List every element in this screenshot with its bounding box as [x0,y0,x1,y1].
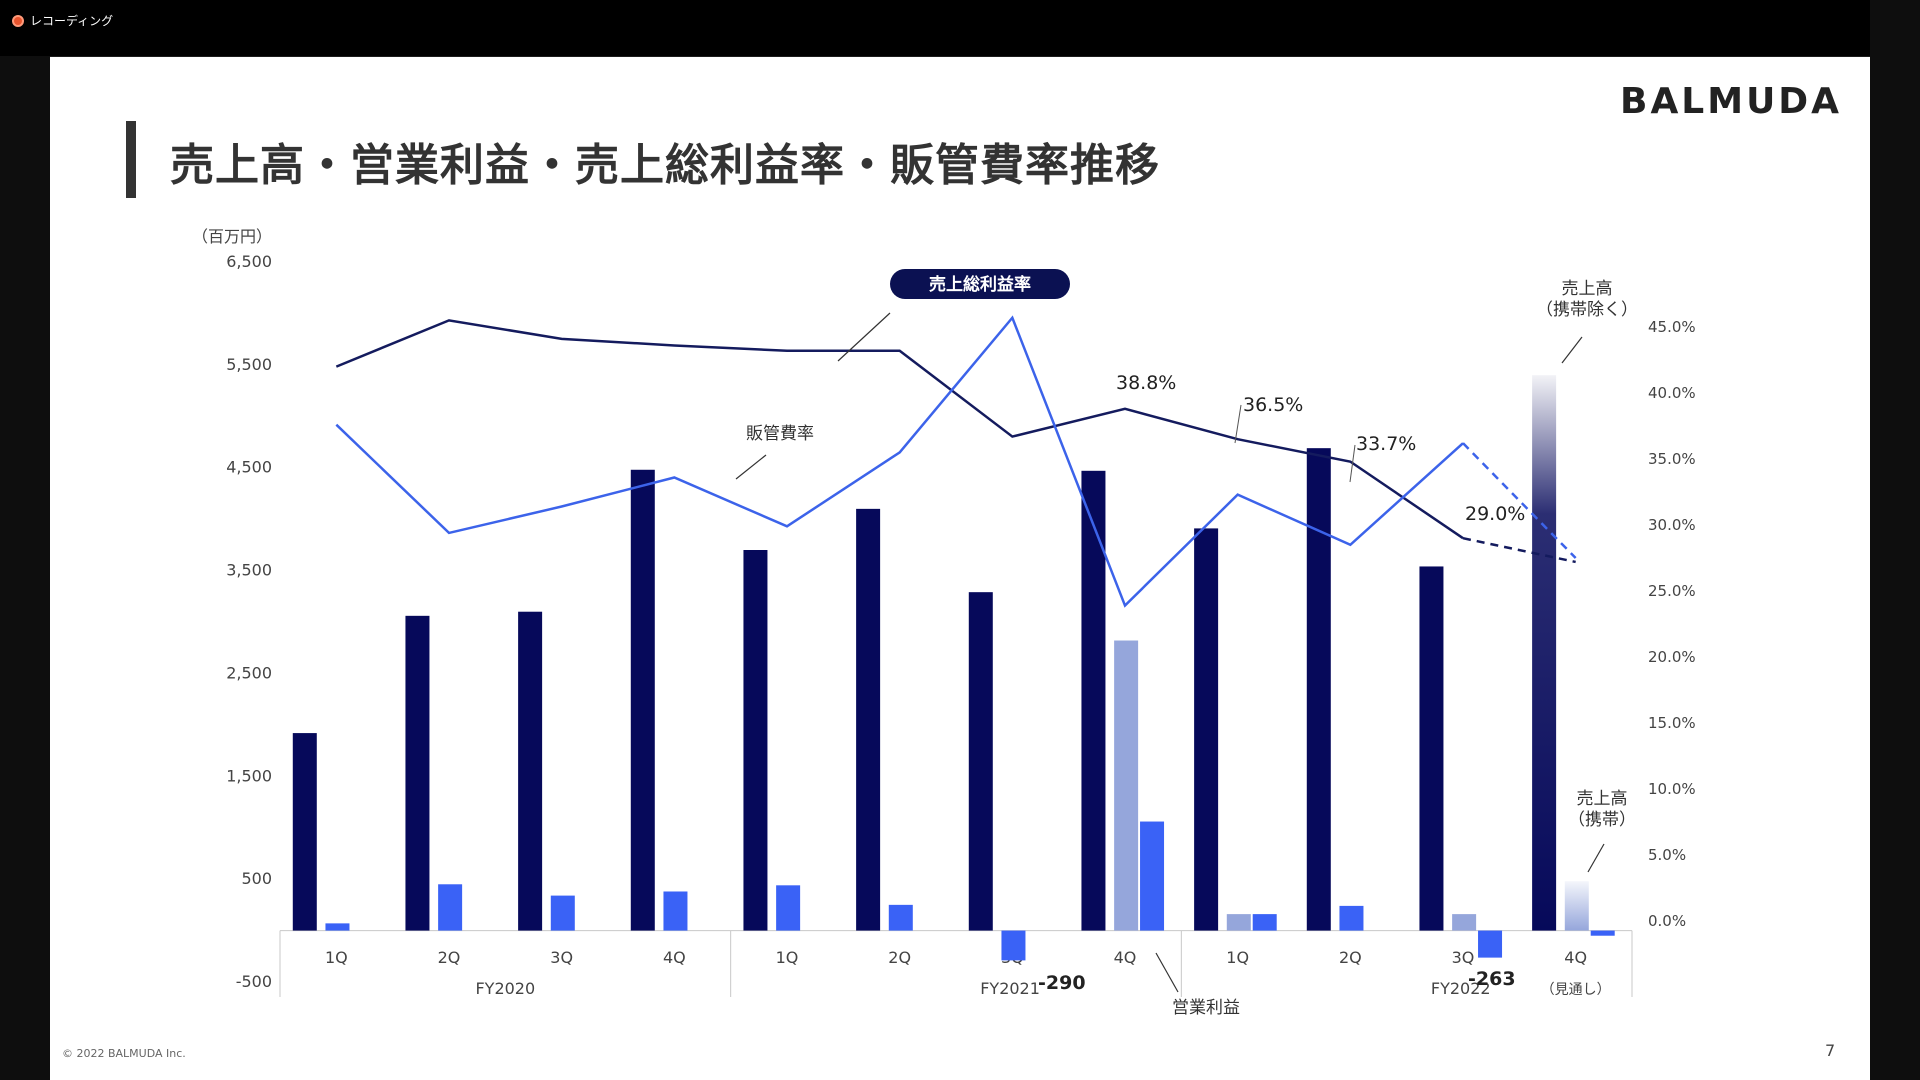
quarter-label: 4Q [1114,948,1137,967]
operating-profit-bar [1590,930,1615,936]
left-axis-tick-label: 4,500 [226,458,272,477]
recording-label: レコーディング [30,14,114,28]
sales-bar [630,469,655,931]
gross-margin-pointer [837,312,891,362]
left-axis-tick-label: -500 [236,972,272,991]
gross-margin-value-label: 33.7% [1356,433,1416,455]
operating-profit-value-label: -290 [1038,972,1086,994]
operating-profit-bar [438,884,463,931]
quarter-label: 4Q [1564,948,1587,967]
operating-profit-bar [663,891,688,931]
sales-bar [856,508,881,931]
sales-mobile-label: 売上高 [1577,789,1628,809]
operating-profit-bar [776,885,801,931]
left-screen-border [0,56,50,1080]
operating-profit-bar [1339,905,1364,931]
forecast-label: （見通し） [1541,982,1611,998]
sga-ratio-line [335,315,1464,608]
operating-profit-value-label: -263 [1468,968,1516,990]
operating-profit-bar [888,904,913,931]
right-axis-tick-label: 25.0% [1648,582,1696,600]
sales-bar [405,615,430,931]
right-axis-tick-label: 35.0% [1648,450,1696,468]
slide-title: 売上高・営業利益・売上総利益率・販管費率推移 [170,140,1160,191]
operating-profit-bar [325,923,350,931]
sales-bar [1194,528,1219,931]
left-axis-tick-label: 2,500 [226,663,272,682]
sales-bar [1081,470,1106,931]
left-axis-unit: （百万円） [192,227,272,246]
quarter-label: 2Q [1339,948,1362,967]
sales-bar [1532,375,1557,931]
gross-margin-forecast-line [1462,536,1576,564]
balmuda-logo: BALMUDA [1620,81,1843,122]
gross-margin-value-label: 36.5% [1243,394,1303,416]
right-axis-tick-label: 40.0% [1648,384,1696,402]
right-axis-tick-label: 30.0% [1648,516,1696,534]
quarter-label: 1Q [776,948,799,967]
mobile-sales-bar [1452,914,1477,931]
operating-profit-label: 営業利益 [1172,998,1240,1018]
mobile-sales-bar [1226,914,1251,931]
gross-margin-value-label: 29.0% [1465,503,1525,525]
right-axis-tick-label: 20.0% [1648,648,1696,666]
sales-bar [1306,448,1331,931]
quarter-label: 2Q [888,948,911,967]
quarter-label: 3Q [550,948,573,967]
right-axis-tick-label: 5.0% [1648,846,1686,864]
sales-excl-mobile-label: （携帯除く） [1536,300,1638,320]
sga-ratio-label: 販管費率 [746,424,814,444]
quarter-label: 2Q [438,948,461,967]
sales-mobile-pointer [1587,843,1605,873]
gm-callout-line [1234,404,1242,444]
mobile-sales-bar [1114,640,1139,931]
operating-profit-bar [1252,914,1277,931]
quarter-label: 1Q [1226,948,1249,967]
mobile-sales-bar [1564,881,1589,931]
left-axis-tick-label: 1,500 [226,766,272,785]
fiscal-year-label: FY2021 [980,979,1040,998]
fiscal-year-label: FY2022 [1431,979,1491,998]
right-axis-tick-label: 0.0% [1648,912,1686,930]
left-axis-tick-label: 6,500 [226,252,272,271]
sales-bar [743,550,768,931]
sales-bar [968,592,993,931]
sales-bar [1419,566,1444,931]
operating-profit-pointer [1155,952,1179,993]
quarter-label: 4Q [663,948,686,967]
fiscal-year-label: FY2020 [475,979,535,998]
operating-profit-bar [1001,930,1026,961]
left-axis-tick-label: 3,500 [226,561,272,580]
gross-margin-tag-label: 売上総利益率 [929,274,1031,295]
sales-excl-mobile-pointer [1561,336,1583,364]
sales-profit-chart: （百万円） 6,500 5,500 4,500 3,500 2,500 1,500 500 -5… [192,227,1696,1018]
operating-profit-bar [1140,821,1165,931]
gross-margin-tag [890,269,1070,299]
right-axis-tick-label: 15.0% [1648,714,1696,732]
sales-bar [292,733,317,931]
quarter-label: 3Q [1452,948,1475,967]
sales-bar [518,611,543,931]
right-screen-border [1870,0,1920,1080]
gross-margin-value-label: 38.8% [1116,372,1176,394]
sales-excl-mobile-label: 売上高 [1562,279,1613,299]
gm-callout-line [1349,444,1356,483]
title-accent-bar [126,121,136,198]
presentation-slide: 売上高・営業利益・売上総利益率・販管費率推移 BALMUDA © 2022 BA… [50,57,1870,1080]
page-number: 7 [1825,1041,1836,1060]
operating-profit-bar [550,895,575,931]
right-axis-tick-label: 45.0% [1648,318,1696,336]
operating-profit-bar [1478,930,1503,958]
recording-indicator[interactable]: レコーディング [12,12,113,29]
record-icon [12,14,24,27]
sales-mobile-label: （携帯） [1568,810,1636,830]
left-axis-tick-label: 5,500 [226,355,272,374]
sga-ratio-pointer [735,454,767,480]
right-axis-tick-label: 10.0% [1648,780,1696,798]
recording-bar: レコーディング [0,0,1920,56]
quarter-label: 1Q [325,948,348,967]
copyright-text: © 2022 BALMUDA Inc. [62,1047,186,1060]
gross-margin-line [335,319,1464,540]
left-axis-tick-label: 500 [241,869,272,888]
